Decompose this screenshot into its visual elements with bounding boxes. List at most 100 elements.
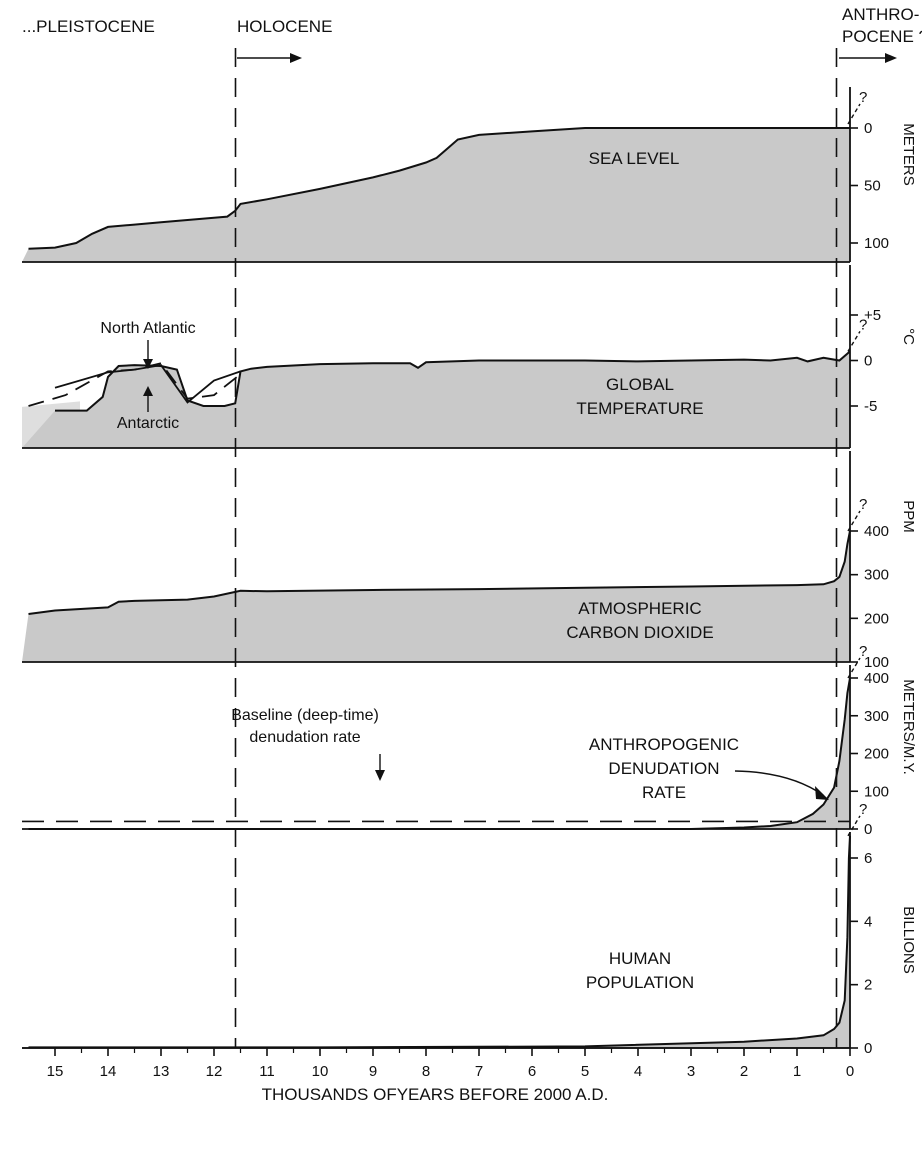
panel-global-temperature: +5 0 -5 °C? GLOBAL TEMPERATURE North Atlantic A… [22,265,917,449]
human-population-tick-0: 0 [850,1040,872,1057]
svg-text:8: 8 [422,1063,430,1080]
svg-text:0: 0 [846,1063,854,1080]
carbon-dioxide-tick-300: 300 [850,567,889,584]
carbon-dioxide-tick-200: 200 [850,610,889,627]
x-tick-11: 11 [259,1048,275,1080]
x-axis-ticks: 15 14 13 12 11 10 9 8 7 6 5 4 3 2 1 0 [47,1048,854,1080]
human-population-title-line-2: POPULATION [586,973,694,992]
x-tick-0: 0 [846,1048,854,1080]
carbon-dioxide-unit-label: PPM [900,500,917,533]
denudation-rate-tick-400: 400 [850,670,889,687]
x-tick-7: 7 [475,1048,483,1080]
denudation-rate-uncertainty-marker: ? [847,643,867,679]
chart-panels: 0 50 100 METERS? SEA LEVEL +5 0 -5 °C? GLOBAL TEMP… [22,87,917,1057]
svg-text:12: 12 [206,1063,223,1080]
human-population-tick-2: 2 [850,977,872,994]
svg-text:14: 14 [100,1063,117,1080]
denudation-rate-title-line-3: RATE [642,783,686,802]
annotation-antarctic: Antarctic [117,415,179,432]
x-tick-5: 5 [581,1048,589,1080]
svg-text:+5: +5 [864,307,881,324]
holocene-arrow [237,53,302,63]
svg-text:100: 100 [864,783,889,800]
svg-text:2: 2 [864,977,872,994]
svg-text:?: ? [859,316,867,333]
sea-level-tick-100: 100 [850,235,889,252]
x-tick-8: 8 [422,1048,430,1080]
svg-text:?: ? [859,643,867,660]
svg-text:400: 400 [864,670,889,687]
sea-level-line [28,127,850,250]
svg-text:1: 1 [793,1063,801,1080]
carbon-dioxide-title-line-2: CARBON DIOXIDE [566,623,713,642]
x-tick-2: 2 [740,1048,748,1080]
svg-text:300: 300 [864,708,889,725]
global-temperature-tick-plus5: +5 [850,307,881,324]
baseline-label-line-2: denudation rate [249,729,360,746]
x-tick-15: 15 [47,1048,63,1080]
human-population-tick-6: 6 [850,850,872,867]
carbon-dioxide-uncertainty-marker: ? [847,496,867,532]
svg-text:6: 6 [528,1063,536,1080]
sea-level-title-line-1: SEA LEVEL [589,149,680,168]
svg-text:?: ? [859,496,867,513]
x-tick-6: 6 [528,1048,536,1080]
denudation-rate-unit-label: METERS/M.Y. [900,679,917,775]
global-temperature-title-line-1: GLOBAL [606,375,674,394]
denudation-rate-title-line-1: ANTHROPOGENIC [589,735,739,754]
sea-level-area [22,128,850,262]
x-axis: 15 14 13 12 11 10 9 8 7 6 5 4 3 2 1 0 THOUSANDS OFYEARS… [22,1047,854,1104]
x-tick-13: 13 [153,1048,169,1080]
denudation-rate-tick-200: 200 [850,746,889,763]
global-temperature-uncertainty-marker: ? [847,316,867,352]
denudation-rate-tick-100: 100 [850,783,889,800]
svg-text:100: 100 [864,654,889,671]
global-temperature-title-line-2: TEMPERATURE [576,399,703,418]
svg-text:50: 50 [864,178,881,195]
svg-text:5: 5 [581,1063,589,1080]
x-tick-3: 3 [687,1048,695,1080]
panel-human-population: 6 4 2 0 BILLIONS? HUMAN POPULATION [22,801,917,1057]
sea-level-tick-0: 0 [850,120,872,137]
anthropocene-arrow [839,53,897,63]
denudation-rate-tick-0: 0 [850,821,872,838]
svg-text:300: 300 [864,567,889,584]
sea-level-uncertainty-marker: ? [847,89,867,125]
global-temperature-line-antarctic [54,364,241,404]
human-population-area [22,835,850,1048]
panel-sea-level: 0 50 100 METERS? SEA LEVEL [22,87,917,263]
human-population-unit-label: BILLIONS [900,906,917,974]
svg-text:0: 0 [864,1040,872,1057]
epoch-label-pleistocene: ...PLEISTOCENE [22,17,155,36]
x-tick-1: 1 [793,1048,801,1080]
human-population-tick-4: 4 [850,913,872,930]
denudation-rate-title-line-2: DENUDATION [608,759,719,778]
global-temperature-unit-label: °C [900,328,917,345]
human-population-line [28,835,851,1049]
epoch-label-anthropocene-line2: POCENE ? [842,27,922,46]
baseline-label-line-1: Baseline (deep-time) [231,707,379,724]
x-tick-9: 9 [369,1048,377,1080]
temperature-annotations: North Atlantic Antarctic [100,320,195,432]
carbon-dioxide-tick-400: 400 [850,523,889,540]
global-temperature-area [22,351,850,448]
svg-text:400: 400 [864,523,889,540]
global-temperature-line [55,350,851,412]
sea-level-tick-50: 50 [850,178,881,195]
global-temperature-tick-minus5: -5 [850,398,877,415]
svg-text:0: 0 [864,353,872,370]
global-temperature-tick-0: 0 [850,353,872,370]
panel-carbon-dioxide: 400 300 200 100 PPM? ATMOSPHERIC CARBON DIOXID… [22,451,917,671]
svg-text:?: ? [859,801,867,818]
denudation-annotations: Baseline (deep-time) denudation rate [22,707,850,823]
svg-text:4: 4 [634,1063,642,1080]
svg-text:3: 3 [687,1063,695,1080]
svg-text:-5: -5 [864,398,877,415]
svg-text:2: 2 [740,1063,748,1080]
x-axis-title: THOUSANDS OFYEARS BEFORE 2000 A.D. [262,1085,609,1104]
human-population-uncertainty-marker: ? [847,801,867,837]
x-tick-4: 4 [634,1048,642,1080]
svg-text:6: 6 [864,850,872,867]
x-tick-14: 14 [100,1048,117,1080]
